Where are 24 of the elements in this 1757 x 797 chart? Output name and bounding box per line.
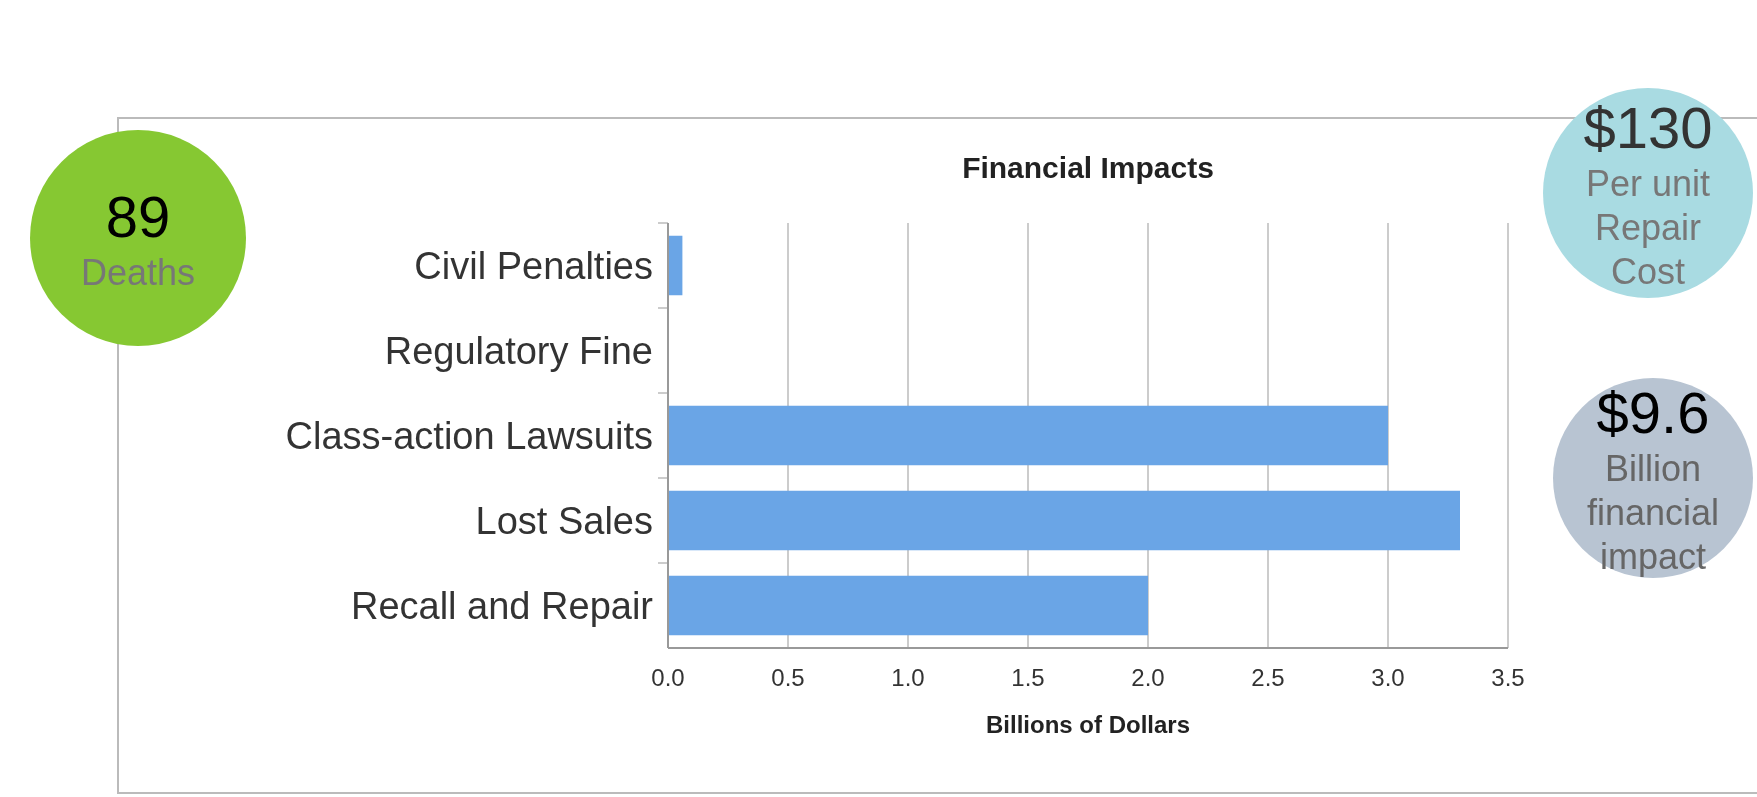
text: 89 — [105, 184, 171, 249]
bar — [668, 575, 1148, 636]
y-tick-label: Lost Sales — [475, 499, 653, 542]
x-tick-label: 3.0 — [1371, 664, 1405, 691]
x-axis-title: Billions of Dollars — [985, 711, 1191, 738]
text: $130 — [1583, 95, 1713, 160]
chart-title: Financial Impacts — [962, 151, 1214, 184]
x-tick-label: 0.0 — [651, 664, 685, 691]
x-tick-label: 0.5 — [771, 664, 805, 691]
text: $9.6 — [1596, 380, 1710, 445]
y-tick-label: Class-action Lawsuits — [285, 414, 653, 457]
y-tick-label: Civil Penalties — [414, 244, 653, 287]
text: Billion financial impact — [1586, 448, 1720, 577]
text: Deaths — [80, 252, 196, 293]
x-tick-label: 1.0 — [891, 664, 925, 691]
text: Per unit Repair Cost — [1585, 163, 1711, 292]
x-tick-label: 2.5 — [1251, 664, 1285, 691]
x-tick-label: 3.5 — [1491, 664, 1525, 691]
y-tick-label: Recall and Repair — [350, 584, 654, 627]
x-tick-label: 1.5 — [1011, 664, 1045, 691]
y-tick-label: Regulatory Fine — [384, 329, 653, 372]
bar — [668, 490, 1460, 551]
x-tick-label: 2.0 — [1131, 664, 1165, 691]
bar — [668, 405, 1388, 466]
